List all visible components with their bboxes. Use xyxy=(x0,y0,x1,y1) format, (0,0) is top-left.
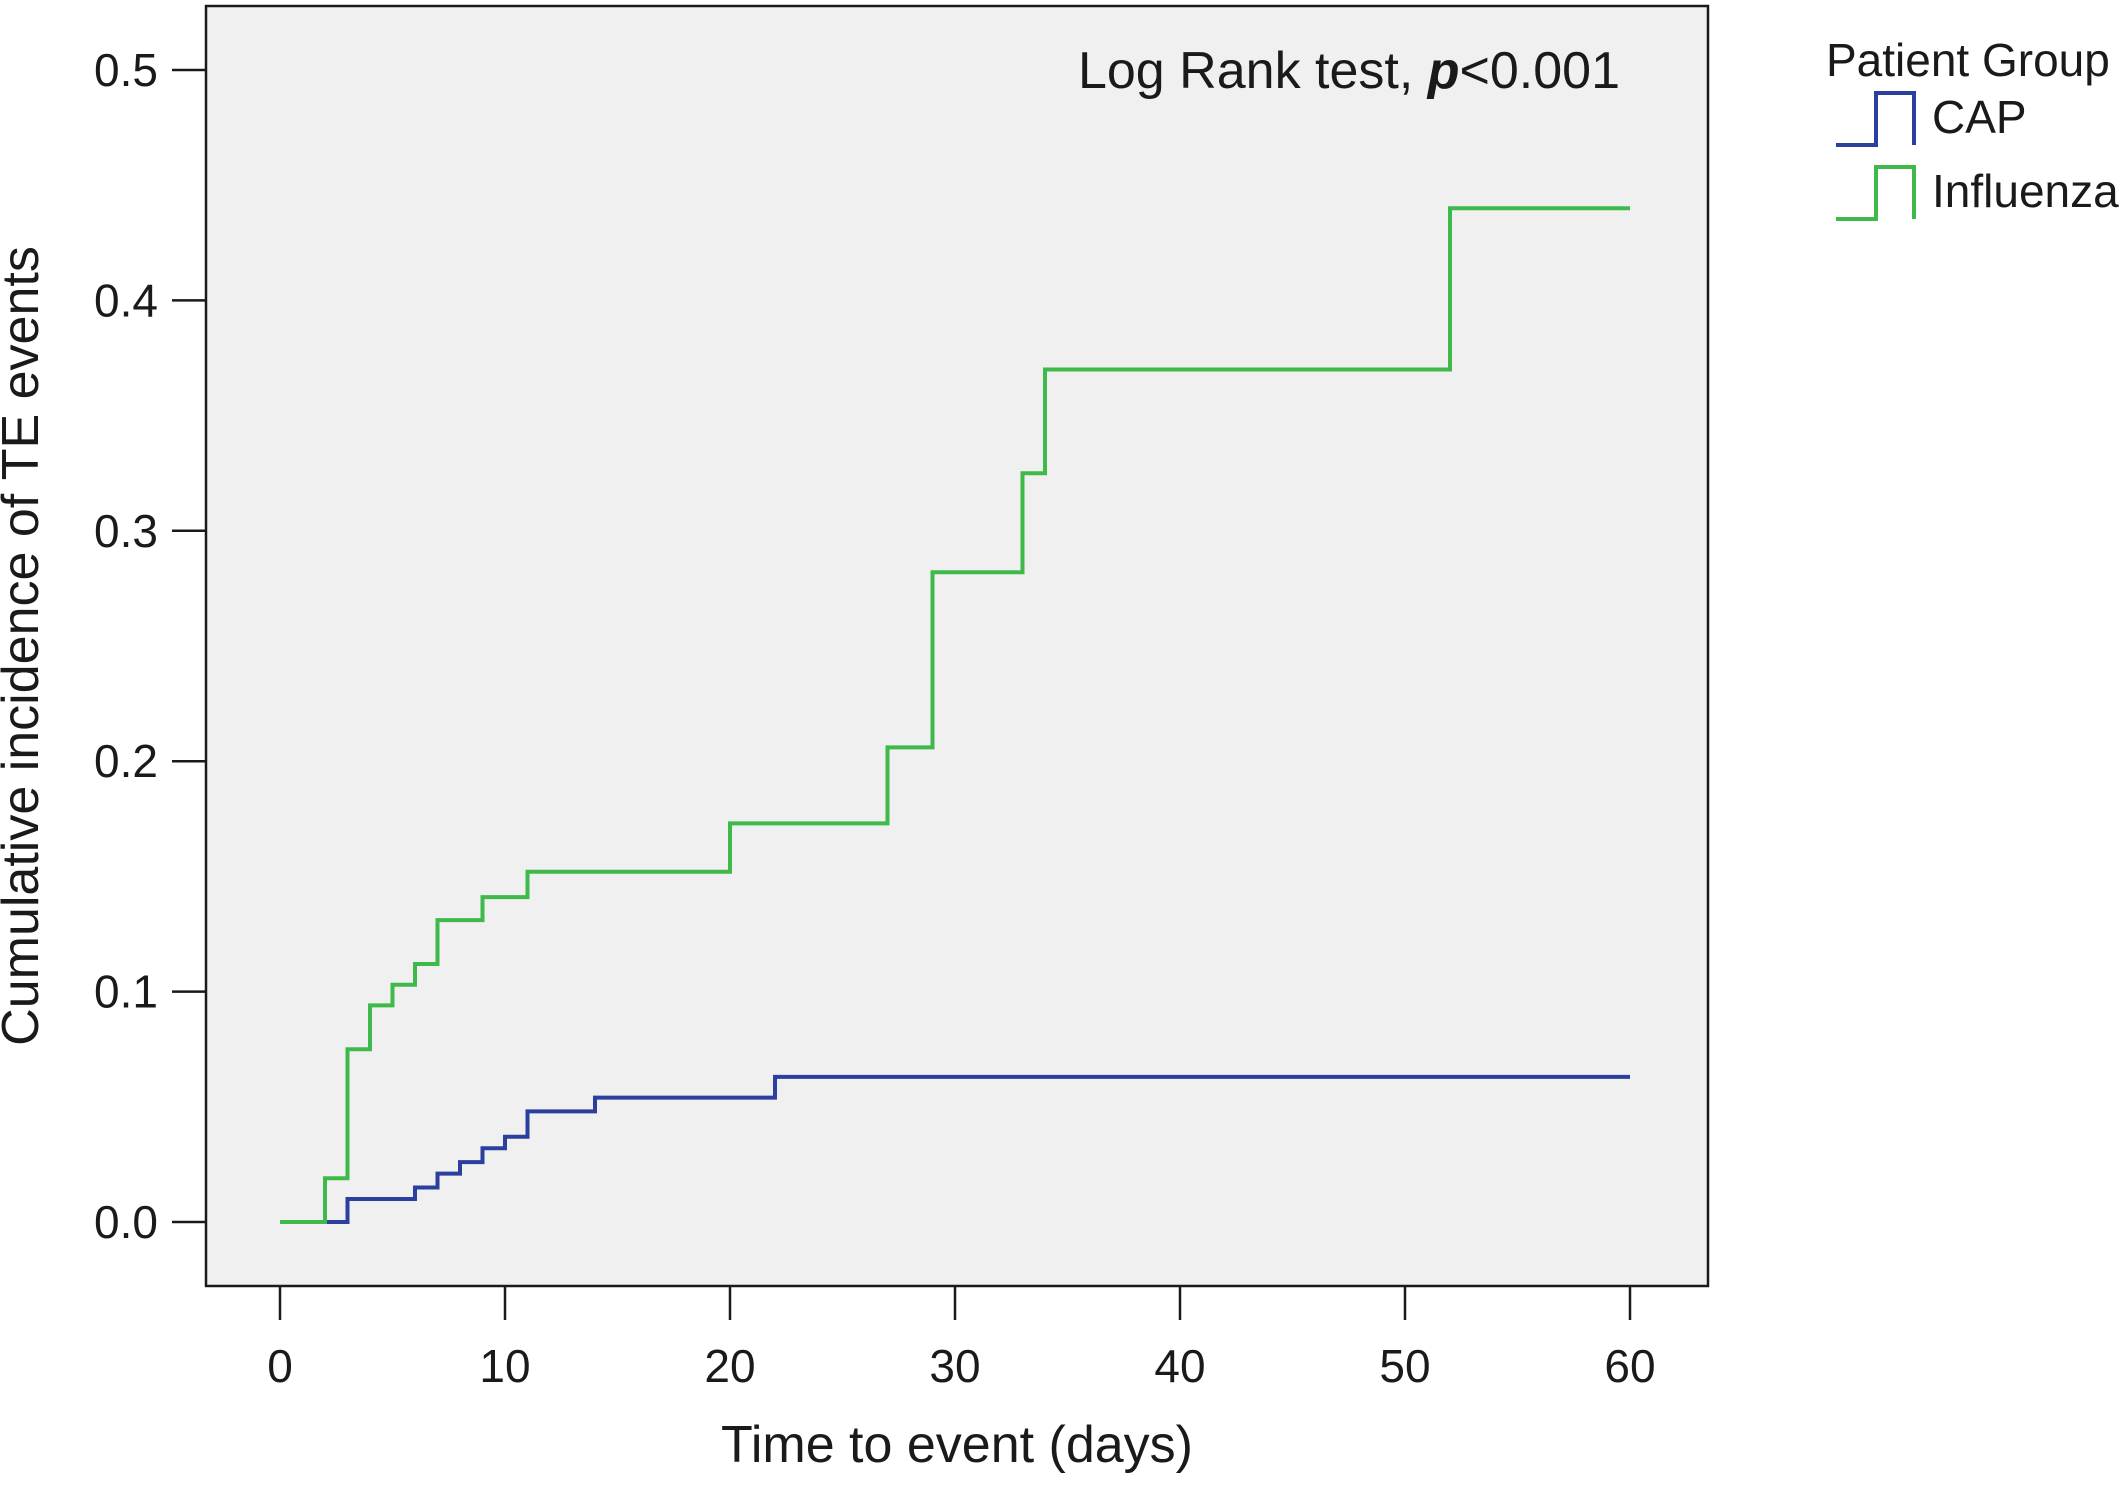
x-axis: 0 10 20 30 40 50 60 xyxy=(267,1286,1656,1392)
x-tick-label: 50 xyxy=(1379,1340,1430,1392)
log-rank-annotation: Log Rank test, p<0.001 xyxy=(1078,42,1620,100)
annotation-suffix: <0.001 xyxy=(1460,42,1621,100)
series-line-cap xyxy=(280,1074,1630,1224)
series-line-influenza xyxy=(280,206,1630,1224)
y-tick-label: 0.1 xyxy=(94,966,158,1018)
legend-title: Patient Group xyxy=(1826,34,2110,86)
series-layer xyxy=(280,206,1630,1224)
y-tick-label: 0.0 xyxy=(94,1196,158,1248)
x-tick-label: 10 xyxy=(479,1340,530,1392)
plot-area xyxy=(204,4,1710,1288)
y-axis: 0.0 0.1 0.2 0.3 0.4 0.5 xyxy=(94,44,206,1248)
legend-swatch-influenza xyxy=(1836,165,1916,221)
x-axis-title: Time to event (days) xyxy=(721,1416,1193,1474)
legend-label-cap: CAP xyxy=(1932,91,2027,143)
y-tick-label: 0.2 xyxy=(94,735,158,787)
legend: Patient Group CAP Influenza xyxy=(1826,34,2119,221)
legend-swatch-cap xyxy=(1836,91,1916,147)
y-tick-label: 0.3 xyxy=(94,505,158,557)
annotation-prefix: Log Rank test, xyxy=(1078,42,1428,100)
legend-label-influenza: Influenza xyxy=(1932,165,2119,217)
y-tick-label: 0.4 xyxy=(94,274,158,326)
x-tick-label: 40 xyxy=(1154,1340,1205,1392)
x-tick-label: 60 xyxy=(1604,1340,1655,1392)
annotation-p: p xyxy=(1426,42,1460,100)
x-tick-label: 0 xyxy=(267,1340,293,1392)
x-tick-label: 30 xyxy=(929,1340,980,1392)
x-tick-label: 20 xyxy=(704,1340,755,1392)
y-axis-title: Cumulative incidence of TE events xyxy=(0,246,50,1046)
y-tick-label: 0.5 xyxy=(94,44,158,96)
